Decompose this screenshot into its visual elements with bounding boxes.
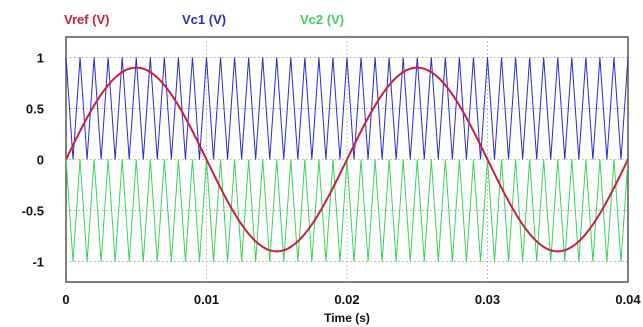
x-axis-ticks: 0 0.01 0.02 0.03 0.04 xyxy=(62,292,641,307)
y-tick-label: -0.5 xyxy=(22,204,44,219)
series-line-vref xyxy=(65,66,629,253)
legend-vc2: Vc2 (V) xyxy=(300,12,344,27)
y-tick-label: -1 xyxy=(32,255,44,270)
x-tick-label: 0 xyxy=(62,292,69,307)
series-layer xyxy=(65,57,629,262)
series-line-vc1 xyxy=(65,57,629,160)
legend-vc1: Vc1 (V) xyxy=(182,12,226,27)
x-axis-label: Time (s) xyxy=(324,311,370,325)
x-tick-label: 0.03 xyxy=(475,292,500,307)
legend-vref: Vref (V) xyxy=(64,12,110,27)
legend: Vref (V) Vc1 (V) Vc2 (V) xyxy=(64,12,344,27)
y-tick-label: 1 xyxy=(37,50,44,65)
x-tick-label: 0.04 xyxy=(615,292,641,307)
x-tick-label: 0.01 xyxy=(194,292,219,307)
y-tick-label: 0 xyxy=(37,153,44,168)
y-axis-ticks: 1 0.5 0 -0.5 -1 xyxy=(22,50,44,269)
y-tick-label: 0.5 xyxy=(26,101,44,116)
x-tick-label: 0.02 xyxy=(334,292,359,307)
